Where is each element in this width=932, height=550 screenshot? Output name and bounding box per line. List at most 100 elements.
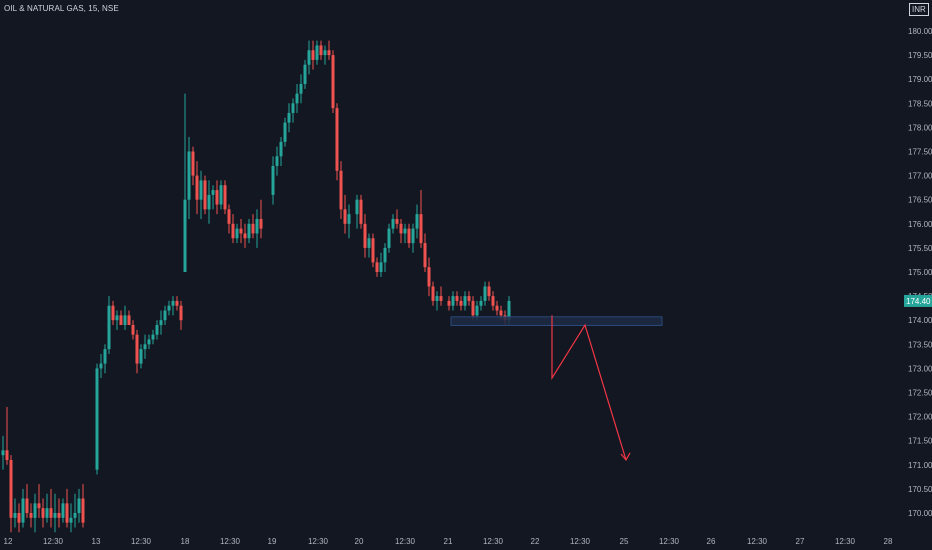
- candle-body: [191, 151, 195, 176]
- candle-body: [251, 223, 255, 234]
- candle-body: [483, 286, 487, 301]
- x-tick-label: 12:30: [747, 537, 768, 546]
- candle-body: [487, 286, 491, 297]
- candle-body: [95, 368, 99, 470]
- candle-body: [119, 315, 123, 326]
- candle-body: [41, 508, 45, 518]
- candle-body: [235, 228, 239, 239]
- candle-body: [303, 64, 307, 85]
- candle-body: [355, 199, 359, 215]
- y-tick-label: 175.50: [908, 244, 932, 253]
- candle-body: [1, 450, 5, 456]
- current-price-tag: [904, 294, 932, 307]
- candle-body: [399, 223, 403, 234]
- y-tick-label: 171.50: [908, 437, 932, 446]
- y-tick-label: 170.50: [908, 485, 932, 494]
- candle-body: [147, 339, 151, 345]
- candle-body: [335, 108, 339, 171]
- candle-body: [53, 513, 57, 518]
- candle-body: [9, 459, 13, 518]
- candle-body: [37, 503, 41, 509]
- x-tick-label: 12:30: [395, 537, 416, 546]
- candle-body: [299, 84, 303, 94]
- candle-body: [183, 199, 187, 272]
- candle-body: [415, 214, 419, 229]
- x-tick-label: 12:30: [43, 537, 64, 546]
- x-tick-label: 12:30: [570, 537, 591, 546]
- candle-body: [65, 503, 69, 523]
- candle-body: [459, 300, 463, 306]
- y-tick-label: 179.00: [908, 75, 932, 84]
- candle-body: [275, 156, 279, 166]
- candle-body: [347, 214, 351, 224]
- y-tick-label: 176.50: [908, 196, 932, 205]
- candle-body: [391, 218, 395, 229]
- x-tick-label: 25: [620, 537, 629, 546]
- candle-body: [175, 300, 179, 306]
- candle-body: [187, 151, 191, 200]
- candle-body: [423, 243, 427, 268]
- y-tick-label: 177.00: [908, 172, 932, 181]
- candle-body: [49, 508, 53, 518]
- candle-body: [135, 334, 139, 364]
- candle-body: [283, 122, 287, 142]
- candle-body: [319, 45, 323, 56]
- candle-body: [271, 165, 275, 195]
- candle-body: [99, 363, 103, 369]
- candle-body: [21, 498, 25, 523]
- candle-body: [403, 228, 407, 234]
- candle-body: [103, 349, 107, 364]
- candle-body: [81, 498, 85, 523]
- candle-body: [179, 305, 183, 321]
- y-tick-label: 180.00: [908, 27, 932, 36]
- candle-body: [151, 334, 155, 340]
- x-tick-label: 12:30: [308, 537, 329, 546]
- candle-body: [291, 103, 295, 113]
- x-tick-label: 27: [796, 537, 805, 546]
- candle-body: [387, 228, 391, 248]
- candle-body: [407, 228, 411, 244]
- candle-body: [195, 175, 199, 200]
- candle-body: [159, 320, 163, 326]
- x-tick-label: 12:30: [835, 537, 856, 546]
- y-tick-label: 177.50: [908, 148, 932, 157]
- candle-body: [475, 305, 479, 316]
- candle-body: [29, 513, 33, 518]
- x-tick-label: 13: [92, 537, 101, 546]
- candle-body: [479, 300, 483, 306]
- x-tick-label: 28: [884, 537, 893, 546]
- candle-body: [383, 247, 387, 263]
- candle-body: [499, 310, 503, 316]
- candle-body: [215, 190, 219, 205]
- candle-body: [155, 325, 159, 335]
- candle-body: [507, 300, 511, 321]
- candle-body: [61, 503, 65, 518]
- candle-body: [295, 93, 299, 104]
- candle-body: [331, 55, 335, 109]
- candle-body: [435, 296, 439, 301]
- candle-body: [247, 223, 251, 239]
- candle-body: [167, 305, 171, 311]
- candle-body: [227, 209, 231, 224]
- candle-body: [315, 45, 319, 60]
- candle-body: [395, 218, 399, 224]
- candle-body: [107, 305, 111, 350]
- candle-body: [467, 296, 471, 301]
- candle-body: [255, 218, 259, 234]
- candle-body: [495, 305, 499, 311]
- x-tick-label: 20: [355, 537, 364, 546]
- y-tick-label: 173.00: [908, 364, 932, 373]
- candle-body: [199, 180, 203, 200]
- x-tick-label: 12:30: [659, 537, 680, 546]
- candle-body: [455, 296, 459, 301]
- y-tick-label: 172.00: [908, 413, 932, 422]
- x-tick-label: 18: [181, 537, 190, 546]
- y-tick-label: 175.00: [908, 268, 932, 277]
- x-tick-label: 19: [268, 537, 277, 546]
- candle-body: [69, 517, 73, 523]
- candle-body: [211, 190, 215, 195]
- currency-badge[interactable]: INR: [909, 3, 929, 16]
- candle-body: [287, 112, 291, 123]
- candle-body: [323, 50, 327, 56]
